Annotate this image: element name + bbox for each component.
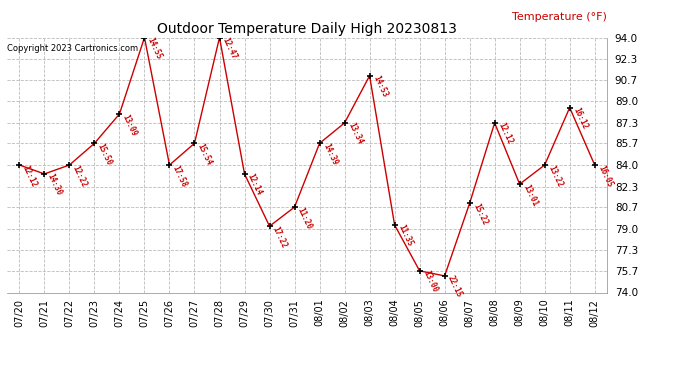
Text: 14:30: 14:30 bbox=[46, 172, 63, 197]
Text: Copyright 2023 Cartronics.com: Copyright 2023 Cartronics.com bbox=[7, 44, 138, 53]
Text: 15:54: 15:54 bbox=[196, 142, 214, 167]
Text: 11:35: 11:35 bbox=[396, 224, 414, 248]
Text: 13:00: 13:00 bbox=[421, 269, 439, 294]
Text: 16:05: 16:05 bbox=[596, 164, 614, 188]
Text: 17:58: 17:58 bbox=[171, 164, 189, 188]
Title: Outdoor Temperature Daily High 20230813: Outdoor Temperature Daily High 20230813 bbox=[157, 22, 457, 36]
Text: 13:09: 13:09 bbox=[121, 112, 139, 137]
Text: 14:39: 14:39 bbox=[321, 142, 339, 167]
Text: 17:22: 17:22 bbox=[271, 225, 289, 250]
Text: 12:22: 12:22 bbox=[71, 164, 89, 188]
Text: 22:15: 22:15 bbox=[446, 274, 464, 299]
Text: 15:22: 15:22 bbox=[471, 202, 489, 226]
Text: 12:12: 12:12 bbox=[21, 164, 39, 188]
Text: 11:20: 11:20 bbox=[296, 206, 314, 231]
Text: 12:47: 12:47 bbox=[221, 36, 239, 61]
Text: Temperature (°F): Temperature (°F) bbox=[512, 12, 607, 22]
Text: 13:01: 13:01 bbox=[521, 183, 539, 207]
Text: 13:22: 13:22 bbox=[546, 164, 564, 188]
Text: 14:53: 14:53 bbox=[371, 74, 389, 99]
Text: 14:55: 14:55 bbox=[146, 36, 164, 61]
Text: 16:12: 16:12 bbox=[571, 106, 589, 131]
Text: 15:50: 15:50 bbox=[96, 142, 114, 167]
Text: 12:14: 12:14 bbox=[246, 172, 264, 197]
Text: 12:12: 12:12 bbox=[496, 122, 514, 146]
Text: 13:34: 13:34 bbox=[346, 122, 364, 146]
